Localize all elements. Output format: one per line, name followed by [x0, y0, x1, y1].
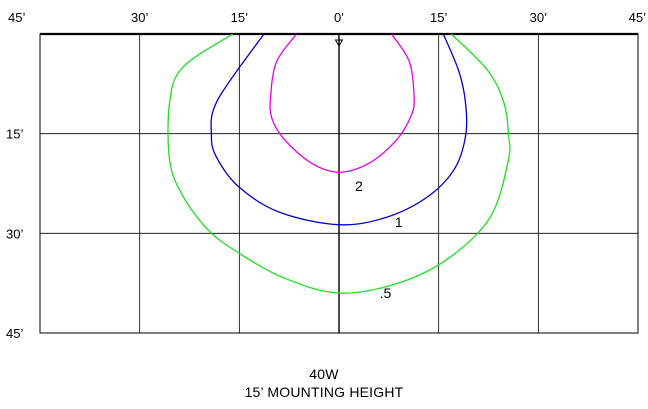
contour-value-label: 1	[395, 214, 403, 230]
contour-curves	[167, 33, 511, 294]
contour-1-fc	[210, 33, 468, 226]
grid	[39, 32, 639, 334]
caption-wattage: 40W	[309, 366, 339, 382]
caption-mounting-height: 15’ MOUNTING HEIGHT	[244, 384, 404, 400]
y-tick-label: 15’	[6, 127, 23, 142]
x-tick-label: 15’	[231, 10, 248, 25]
x-tick-label: 30’	[530, 10, 547, 25]
contour-point5-fc	[167, 33, 511, 294]
contour-2-fc	[269, 33, 415, 173]
fixture-arrow-icon	[334, 39, 344, 47]
fixture-marker	[334, 33, 344, 47]
x-tick-label: 0’	[334, 10, 344, 25]
x-tick-label: 15’	[430, 10, 447, 25]
x-tick-label: 45’	[8, 10, 25, 25]
x-tick-label: 45’	[629, 10, 646, 25]
contour-value-label: 2	[355, 178, 363, 194]
y-tick-label: 45’	[6, 326, 23, 341]
contour-value-label: .5	[380, 285, 392, 301]
x-tick-label: 30’	[131, 10, 148, 25]
y-tick-label: 30’	[6, 226, 23, 241]
tick-labels: 45’ 30’ 15’ 0’ 15’ 30’ 45’ 15’ 30’ 45’ 2 1 .5	[6, 10, 646, 341]
